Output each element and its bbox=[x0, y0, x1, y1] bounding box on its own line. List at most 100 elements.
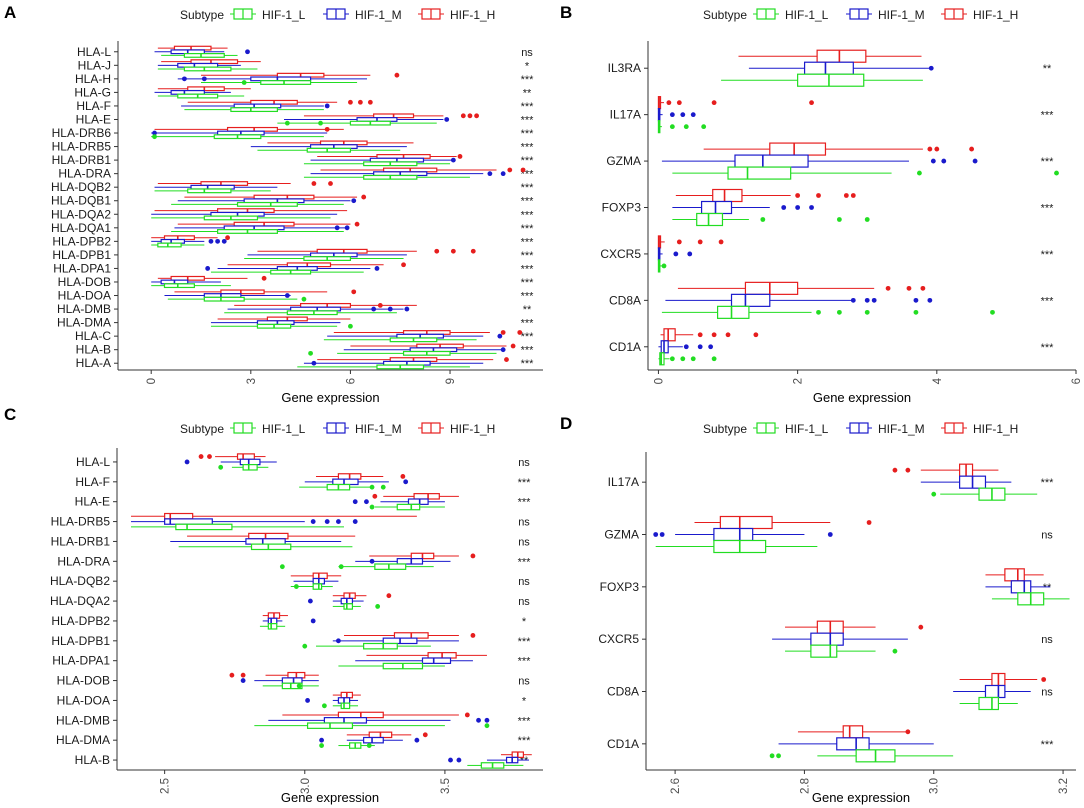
category-hla-drb5: HLA-DRB5 *** bbox=[52, 140, 534, 154]
category-hla-dra: HLA-DRA *** bbox=[57, 552, 531, 570]
box-m bbox=[154, 49, 250, 55]
category-hla-h: HLA-H *** bbox=[75, 72, 534, 86]
box-l bbox=[161, 52, 238, 58]
outlier-point bbox=[476, 717, 481, 723]
box-h bbox=[657, 96, 814, 110]
outlier-point bbox=[241, 80, 247, 85]
box-h bbox=[785, 620, 924, 634]
outlier-point bbox=[683, 344, 689, 350]
box bbox=[245, 538, 286, 545]
box bbox=[696, 212, 724, 227]
outlier-point bbox=[321, 703, 327, 709]
legend-key-mid: HIF-1_M bbox=[323, 422, 402, 436]
box-m bbox=[657, 108, 696, 122]
outlier-point bbox=[517, 330, 523, 335]
y-tick-label: HLA-B bbox=[76, 343, 111, 357]
box-l bbox=[279, 563, 434, 570]
y-tick-label: HLA-DOA bbox=[57, 693, 110, 707]
outlier-point bbox=[284, 293, 290, 298]
y-tick-label: HLA-DMB bbox=[57, 302, 111, 316]
outlier-point bbox=[467, 113, 473, 119]
significance-label: *** bbox=[521, 114, 535, 126]
category-hla-drb1: HLA-DRB1 *** bbox=[52, 153, 534, 167]
outlier-point bbox=[470, 248, 476, 254]
panel-b-letter: B bbox=[560, 3, 572, 22]
outlier-point bbox=[334, 225, 340, 231]
box bbox=[164, 512, 194, 520]
significance-label: *** bbox=[521, 196, 535, 208]
category-hla-dma: HLA-DMA *** bbox=[56, 731, 531, 749]
outlier-point bbox=[338, 564, 344, 570]
outlier-point bbox=[864, 217, 870, 222]
panel-d: D Subtype HIF-1_L HIF-1_M HIF-1_H bbox=[560, 414, 1076, 805]
y-tick-label: CXCR5 bbox=[600, 247, 641, 261]
outlier-point bbox=[927, 146, 933, 152]
box-l bbox=[959, 696, 1018, 711]
significance-label: ns bbox=[1041, 530, 1053, 542]
box bbox=[1004, 568, 1025, 582]
box-l bbox=[303, 161, 451, 167]
outlier-point bbox=[711, 356, 717, 362]
outlier-point bbox=[711, 332, 717, 338]
box-l bbox=[303, 174, 470, 180]
panel-b: B Subtype HIF-1_L HIF-1_M HIF-1_H bbox=[560, 3, 1083, 405]
x-tick-label: 2 bbox=[793, 378, 805, 384]
category-il3ra: IL3RA ** bbox=[608, 49, 1052, 87]
outlier-point bbox=[934, 146, 940, 152]
category-cxcr5: CXCR5 *** bbox=[600, 235, 1054, 273]
outlier-point bbox=[361, 194, 367, 200]
box bbox=[250, 543, 292, 551]
outlier-point bbox=[311, 181, 317, 186]
y-tick-label: HLA-E bbox=[75, 495, 110, 509]
outlier-point bbox=[319, 743, 324, 748]
box bbox=[716, 305, 750, 319]
outlier-point bbox=[816, 193, 821, 198]
box-m bbox=[310, 171, 506, 177]
y-tick-label: HLA-A bbox=[76, 356, 111, 370]
outlier-point bbox=[318, 120, 323, 126]
legend-label-mid: HIF-1_M bbox=[355, 8, 402, 22]
box bbox=[978, 696, 1000, 711]
outlier-point bbox=[892, 467, 898, 473]
category-hla-c: HLA-C *** bbox=[75, 329, 534, 343]
outlier-point bbox=[225, 235, 230, 241]
outlier-point bbox=[676, 239, 682, 245]
y-tick-label: IL3RA bbox=[608, 61, 641, 75]
outlier-point bbox=[892, 648, 898, 654]
outlier-point bbox=[357, 99, 363, 105]
box-m bbox=[665, 293, 933, 307]
outlier-point bbox=[372, 493, 378, 499]
legend-key-low: HIF-1_L bbox=[230, 8, 306, 22]
outlier-point bbox=[457, 154, 463, 159]
box-m bbox=[181, 103, 330, 109]
y-tick-label: CD8A bbox=[607, 685, 639, 699]
outlier-point bbox=[864, 297, 870, 303]
box bbox=[340, 702, 351, 710]
box bbox=[810, 644, 838, 658]
box-h bbox=[985, 568, 1044, 582]
panel-b-legend: Subtype HIF-1_L HIF-1_M HIF-1_H bbox=[703, 8, 1018, 22]
category-hla-dma: HLA-DMA *** bbox=[57, 316, 534, 330]
box bbox=[374, 563, 407, 570]
outlier-point bbox=[504, 357, 509, 362]
x-axis-label: Gene expression bbox=[812, 790, 910, 805]
box bbox=[239, 458, 261, 466]
box bbox=[663, 328, 676, 342]
outlier-point bbox=[348, 323, 353, 329]
box-m bbox=[304, 478, 409, 486]
box-m bbox=[748, 61, 934, 75]
y-tick-label: HLA-L bbox=[76, 455, 110, 469]
box bbox=[396, 558, 424, 565]
outlier-point bbox=[369, 484, 375, 490]
legend-key-high: HIF-1_H bbox=[941, 422, 1018, 436]
outlier-point bbox=[669, 112, 675, 118]
box-h bbox=[892, 463, 999, 477]
significance-label: *** bbox=[521, 263, 535, 275]
y-tick-label: HLA-DOB bbox=[58, 275, 111, 289]
outlier-point bbox=[969, 146, 975, 152]
outlier-point bbox=[460, 113, 466, 119]
significance-label: *** bbox=[521, 209, 535, 221]
outlier-point bbox=[152, 130, 157, 136]
significance-label: *** bbox=[521, 331, 535, 343]
y-tick-label: HLA-DPB2 bbox=[52, 234, 111, 248]
